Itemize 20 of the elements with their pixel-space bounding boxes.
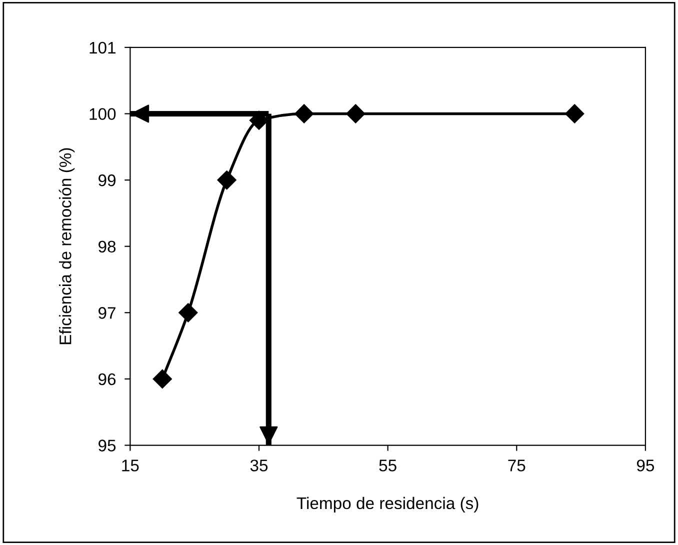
- x-tick-label: 15: [122, 460, 139, 472]
- point: [217, 170, 236, 190]
- point: [178, 303, 198, 322]
- y-tick-label: 98: [98, 240, 116, 253]
- y-tick-label: 99: [98, 174, 116, 186]
- y-tick-label: 95: [98, 440, 116, 452]
- y-tick-label: 96: [98, 373, 116, 386]
- y-axis-title: Eficiencia de remoción (%): [58, 148, 75, 344]
- point: [346, 104, 366, 124]
- y-tick-label: 97: [98, 307, 116, 319]
- point: [152, 369, 172, 388]
- x-tick-label: 55: [379, 460, 396, 472]
- x-tick-label: 75: [508, 460, 526, 472]
- x-axis-title: Tiempo de residencia (s): [296, 496, 478, 512]
- x-tick-label: 35: [250, 460, 268, 472]
- y-tick-label: 101: [90, 42, 116, 54]
- point: [565, 104, 584, 124]
- point: [294, 104, 314, 124]
- x-tick-label: 95: [636, 460, 654, 472]
- y-tick-label: 100: [90, 108, 116, 120]
